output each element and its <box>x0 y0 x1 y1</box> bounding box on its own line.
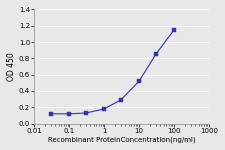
Y-axis label: OD 450: OD 450 <box>7 52 16 81</box>
X-axis label: Recombinant ProteinConcentration(ng/ml): Recombinant ProteinConcentration(ng/ml) <box>48 136 195 143</box>
